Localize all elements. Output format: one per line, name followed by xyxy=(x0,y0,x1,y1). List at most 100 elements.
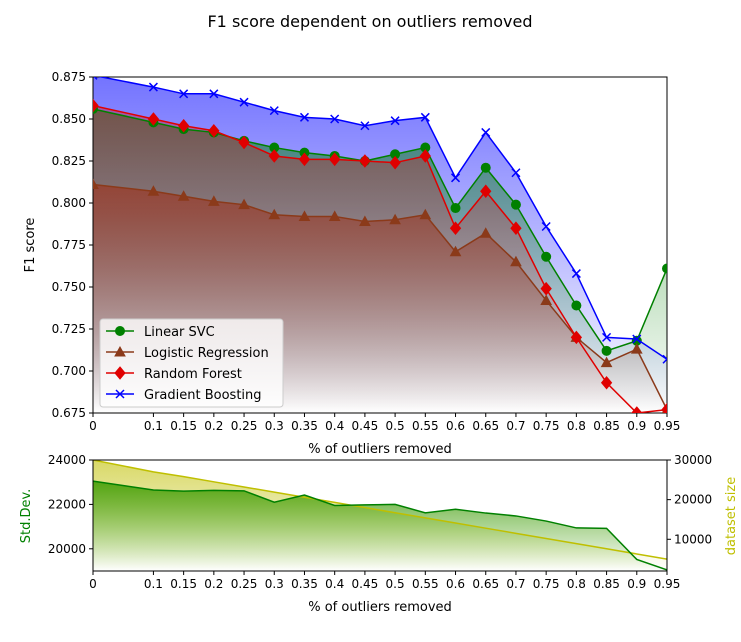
x-tick-label: 0.7 xyxy=(506,577,525,591)
data-point-x xyxy=(209,89,219,99)
x-tick-label: 0.25 xyxy=(231,419,258,433)
data-point-diamond xyxy=(449,221,462,235)
data-point-diamond xyxy=(359,154,371,168)
x-tick-label: 0.6 xyxy=(446,577,465,591)
legend-label: Gradient Boosting xyxy=(144,388,262,403)
data-point-diamond xyxy=(329,152,341,167)
data-point-diamond xyxy=(208,123,220,138)
y-tick-label: 0.750 xyxy=(52,280,86,294)
x-tick-label: 0.45 xyxy=(352,577,379,591)
data-point-diamond xyxy=(661,402,667,413)
data-point-x xyxy=(571,269,581,279)
data-point-x xyxy=(93,77,98,80)
x-tick-label: 0.15 xyxy=(170,419,197,433)
legend-label: Random Forest xyxy=(144,367,242,382)
data-point-x xyxy=(450,173,461,183)
data-point-diamond xyxy=(600,375,613,390)
data-point-circle xyxy=(662,263,667,274)
data-point-x xyxy=(481,127,491,137)
f1-score-plot: 0 0.1 0.15 0.2 0.25 0.3 0.35 0.4 0.45 0.5 0.55 0.6 0… xyxy=(23,70,680,457)
data-point-diamond xyxy=(480,184,492,199)
data-point-x xyxy=(299,112,310,122)
data-point-circle xyxy=(450,203,461,214)
data-point-x xyxy=(662,354,667,364)
y-tick-label: 0.725 xyxy=(52,322,86,336)
x-tick-label: 0.3 xyxy=(265,577,284,591)
data-point-diamond xyxy=(540,281,552,296)
data-point-triangle xyxy=(510,255,522,267)
x-tick-label: 0.95 xyxy=(654,577,681,591)
plot-frame xyxy=(92,459,668,572)
data-point-triangle xyxy=(207,195,220,206)
data-point-x xyxy=(420,112,430,122)
series-lines xyxy=(93,77,667,413)
data-point-circle xyxy=(601,345,612,356)
std-dev-area xyxy=(93,481,667,571)
x-axis-label: % of outliers removed xyxy=(308,442,452,457)
std-dev-line xyxy=(93,480,667,571)
data-point-x xyxy=(390,116,400,126)
std-dev-plot: 0 0.1 0.15 0.2 0.25 0.3 0.35 0.4 0.45 0.5 0.55 0.6 0… xyxy=(19,453,739,615)
x-tick-label: 0.8 xyxy=(567,419,586,433)
x-tick-label: 0.7 xyxy=(506,419,525,433)
x-tick-label: 0.65 xyxy=(472,419,499,433)
x-tick-label: 0.35 xyxy=(291,419,318,433)
data-point-diamond xyxy=(177,118,190,133)
data-point-diamond xyxy=(238,135,250,150)
y-tick-label: 0.700 xyxy=(52,364,86,378)
x-tick-label: 0.15 xyxy=(170,577,197,591)
y-right-tick-label: 10000 xyxy=(674,532,712,546)
x-tick-label: 0.5 xyxy=(386,577,405,591)
x-tick-label: 0.45 xyxy=(352,419,379,433)
data-point-triangle xyxy=(540,294,553,305)
legend: Linear SVC Logistic Regression Random Fore… xyxy=(99,318,284,408)
x-tick-label: 0.75 xyxy=(533,577,560,591)
x-tick-label: 0.2 xyxy=(204,419,223,433)
area-fills xyxy=(93,460,667,571)
x-tick-label: 0.9 xyxy=(627,419,646,433)
data-point-triangle xyxy=(298,210,311,221)
data-point-diamond xyxy=(419,149,431,163)
x-tick-label: 0.55 xyxy=(412,419,439,433)
x-tick-label: 0.95 xyxy=(654,419,681,433)
legend-marker xyxy=(114,345,126,357)
data-point-diamond xyxy=(298,152,311,167)
x-tick-label: 0.5 xyxy=(386,419,405,433)
data-point-circle xyxy=(510,199,521,210)
x-tick-label: 0.8 xyxy=(567,577,586,591)
data-point-triangle xyxy=(630,343,643,354)
data-point-x xyxy=(632,334,642,344)
data-point-triangle xyxy=(328,210,341,221)
x-tick-label: 0.2 xyxy=(204,577,223,591)
series-lines xyxy=(93,460,667,571)
data-point-triangle xyxy=(389,213,401,225)
y-tick-label: 24000 xyxy=(48,453,86,467)
dataset-size-line xyxy=(93,460,667,560)
data-point-triangle xyxy=(600,356,613,368)
x-tick-label: 0.75 xyxy=(533,419,560,433)
data-point-triangle xyxy=(359,215,371,226)
y-tick-label: 0.825 xyxy=(52,154,86,168)
data-point-x xyxy=(360,121,370,131)
x-tick-label: 0.85 xyxy=(593,577,620,591)
data-point-triangle xyxy=(268,208,281,220)
data-point-diamond xyxy=(147,112,160,126)
data-point-triangle xyxy=(238,198,250,210)
data-point-diamond xyxy=(570,330,583,345)
data-point-circle xyxy=(571,300,582,311)
x-tick-label: 0.35 xyxy=(291,577,318,591)
data-point-x xyxy=(511,168,521,178)
data-point-triangle xyxy=(147,185,160,196)
x-tick-label: 0.9 xyxy=(627,577,646,591)
x-tick-label: 0.85 xyxy=(593,419,620,433)
data-point-x xyxy=(148,82,158,92)
x-tick-label: 0 xyxy=(89,419,97,433)
data-point-diamond xyxy=(93,98,99,113)
x-tick-label: 0.1 xyxy=(144,577,163,591)
data-point-diamond xyxy=(389,155,401,170)
data-point-circle xyxy=(480,162,491,173)
data-point-triangle xyxy=(93,178,99,190)
data-point-circle xyxy=(541,251,552,262)
x-tick-label: 0.4 xyxy=(325,419,344,433)
data-point-triangle xyxy=(177,190,190,201)
